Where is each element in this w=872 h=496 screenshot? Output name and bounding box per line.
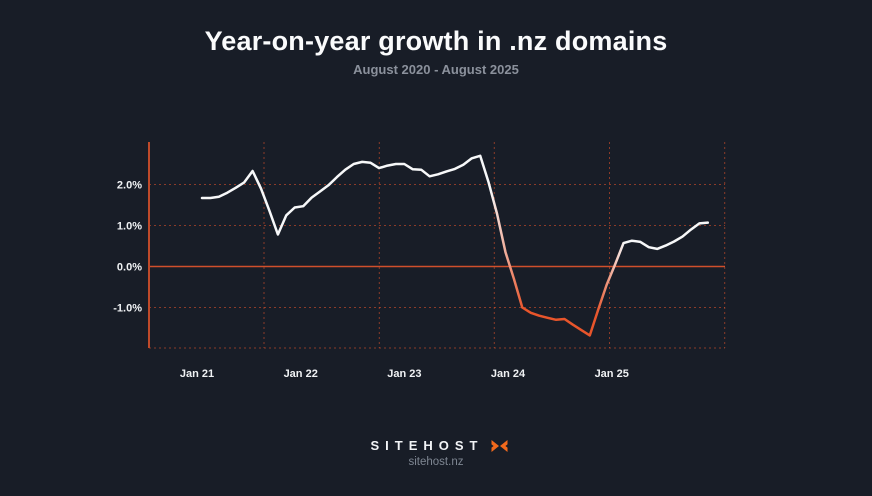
y-axis-tick-label: 2.0%: [117, 180, 142, 192]
y-axis-tick-label: -1.0%: [113, 303, 142, 315]
x-axis-tick-label: Jan 25: [595, 368, 629, 380]
x-axis-tick-label: Jan 21: [180, 368, 214, 380]
y-axis-tick-label: 1.0%: [117, 221, 142, 233]
sitehost-url: sitehost.nz: [408, 456, 464, 468]
sitehost-logo: SITEHOST: [0, 438, 872, 453]
x-axis-tick-label: Jan 23: [387, 368, 421, 380]
page-subtitle: August 2020 - August 2025: [353, 62, 519, 77]
page-title: Year-on-year growth in .nz domains: [204, 26, 668, 56]
growth-line-series: [200, 154, 710, 337]
chart-header: Year-on-year growth in .nz domains Augus…: [0, 26, 872, 77]
sitehost-x-icon: [491, 439, 507, 452]
x-axis-tick-label: Jan 22: [284, 368, 318, 380]
x-axis-tick-label: Jan 24: [491, 368, 526, 380]
footer: SITEHOST sitehost.nz: [0, 438, 872, 468]
sitehost-logo-text: SITEHOST: [370, 438, 484, 453]
y-axis-tick-label: 0.0%: [117, 262, 142, 274]
